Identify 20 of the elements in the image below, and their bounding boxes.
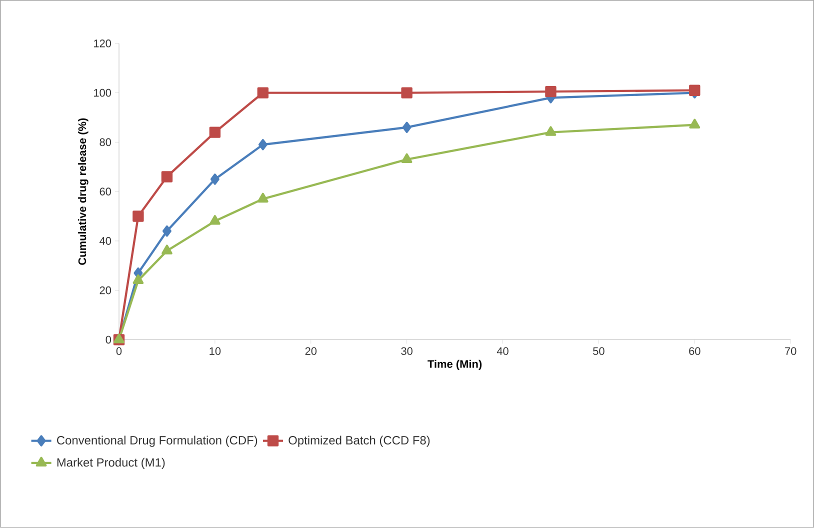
- y-tick-label: 120: [94, 40, 112, 48]
- x-tick-label: 60: [689, 347, 700, 356]
- legend-label: Market Product (M1): [57, 458, 165, 470]
- x-axis-title: Time (Min): [428, 360, 482, 370]
- x-tick-label: 10: [210, 347, 221, 356]
- y-axis-title: Cumulative drug release (%): [78, 118, 88, 265]
- y-tick-label: 100: [94, 89, 112, 97]
- y-tick-label: 80: [100, 138, 112, 146]
- x-tick-label: 50: [593, 347, 604, 356]
- legend-label: Optimized Batch (CCD F8): [288, 436, 430, 447]
- x-tick-label: 40: [496, 347, 508, 356]
- y-tick-label: 60: [100, 188, 112, 196]
- y-tick-label: 20: [100, 286, 112, 294]
- x-tick-label: 70: [785, 347, 796, 356]
- x-tick-label: 20: [305, 347, 317, 356]
- x-tick-label: 30: [401, 347, 412, 356]
- y-tick-label: 40: [100, 237, 112, 245]
- y-tick-label: 0: [106, 336, 112, 344]
- legend-label: Conventional Drug Formulation (CDF): [57, 436, 258, 447]
- x-tick-label: 0: [116, 347, 122, 356]
